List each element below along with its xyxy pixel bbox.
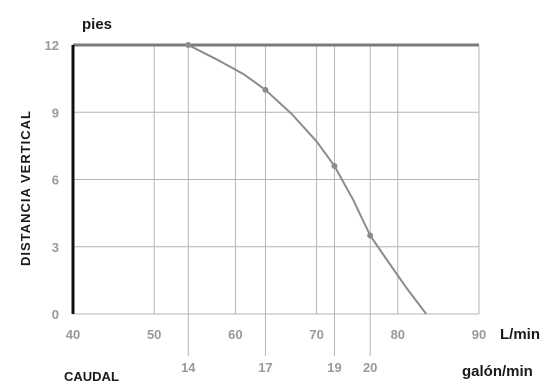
- series-line: [187, 44, 427, 315]
- data-point: [185, 42, 192, 48]
- y-tick-label: 9: [52, 105, 59, 120]
- x-tick-label: 80: [391, 327, 405, 342]
- y-unit-label: pies: [82, 16, 112, 33]
- x-tick-label: 60: [228, 327, 242, 342]
- plot-frame: [71, 43, 480, 315]
- x-unit-secondary-label: galón/min: [462, 363, 533, 380]
- secondary-tick-label: 19: [327, 360, 341, 375]
- y-tick-label: 12: [45, 38, 59, 53]
- x-unit-primary-label: L/min: [500, 326, 540, 343]
- x-ticks: 40 50 60 70 80 90: [66, 327, 486, 342]
- y-tick-label: 0: [52, 307, 59, 322]
- data-point: [367, 232, 374, 239]
- x-tick-label: 40: [66, 327, 80, 342]
- grid-lines: [73, 45, 479, 314]
- y-axis-label: DISTANCIA VERTICAL: [18, 110, 33, 266]
- x-tick-label: 90: [472, 327, 486, 342]
- x-tick-label: 70: [309, 327, 323, 342]
- data-point: [331, 163, 338, 170]
- secondary-ticks: 14 17 19 20: [181, 314, 377, 375]
- y-ticks: 0 3 6 9 12: [45, 38, 59, 322]
- y-tick-label: 6: [52, 173, 59, 188]
- y-tick-label: 3: [52, 240, 59, 255]
- x-axis-label: CAUDAL: [64, 369, 119, 383]
- x-tick-label: 50: [147, 327, 161, 342]
- secondary-tick-label: 14: [181, 360, 196, 375]
- secondary-tick-label: 20: [363, 360, 377, 375]
- secondary-tick-label: 17: [258, 360, 272, 375]
- data-point: [262, 86, 269, 93]
- series-group: [185, 42, 427, 315]
